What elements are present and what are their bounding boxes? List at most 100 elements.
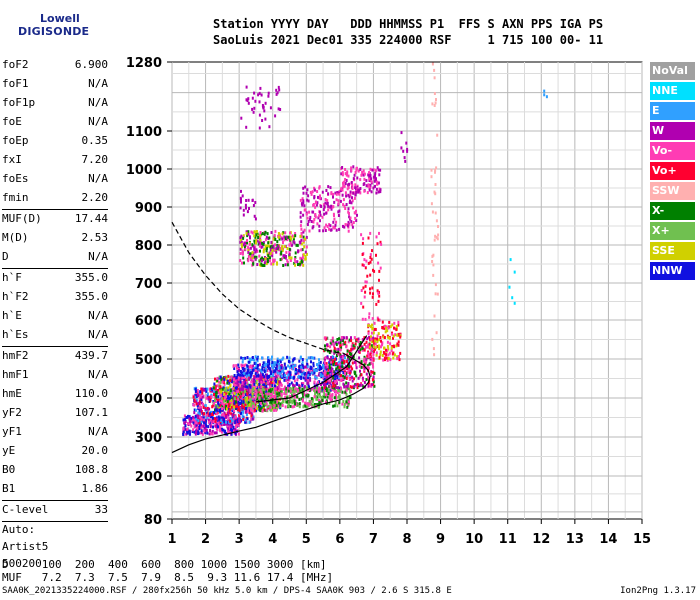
echo-point — [289, 404, 292, 408]
echo-point — [338, 362, 341, 366]
echo-point — [289, 366, 292, 370]
echo-point — [272, 387, 275, 391]
echo-point — [307, 356, 310, 360]
echo-point — [318, 214, 321, 218]
echo-point — [236, 380, 239, 384]
echo-point — [431, 62, 434, 66]
echo-point — [325, 365, 328, 369]
param-value: N/A — [88, 115, 108, 128]
echo-point — [237, 419, 240, 423]
echo-point — [368, 171, 370, 175]
echo-point — [365, 259, 368, 263]
echo-point — [513, 270, 516, 274]
echo-point — [367, 183, 370, 187]
echo-point — [245, 231, 248, 235]
echo-point — [300, 242, 303, 246]
echo-point — [330, 191, 333, 195]
echo-point — [352, 206, 355, 210]
echo-point — [295, 382, 298, 386]
echo-point — [379, 168, 382, 172]
echo-point — [362, 286, 365, 290]
header-line2: SaoLuis 2021 Dec01 335 224000 RSF 1 715 … — [213, 33, 604, 47]
echo-point — [230, 432, 233, 436]
echo-point — [283, 366, 286, 370]
echo-point — [204, 419, 207, 423]
echo-point — [217, 380, 220, 384]
echo-point — [262, 106, 265, 110]
echo-point — [329, 366, 331, 370]
echo-point — [249, 398, 252, 402]
echo-point — [333, 386, 336, 390]
echo-point — [305, 245, 308, 249]
echo-point — [207, 418, 210, 422]
echo-point — [400, 146, 403, 150]
echo-point — [307, 220, 310, 223]
echo-point — [241, 381, 244, 385]
echo-point — [332, 376, 335, 380]
echo-point — [251, 394, 254, 398]
echo-point — [294, 369, 297, 373]
echo-point — [369, 384, 372, 387]
echo-point — [192, 395, 195, 399]
echo-point — [235, 376, 238, 379]
echo-point — [305, 191, 308, 195]
echo-point — [365, 378, 368, 382]
echo-point — [293, 379, 296, 383]
echo-point — [275, 361, 278, 365]
echo-point — [189, 419, 192, 423]
echo-point — [263, 388, 266, 392]
echo-point — [432, 273, 435, 277]
echo-point — [324, 363, 327, 367]
echo-point — [296, 378, 299, 382]
echo-point — [265, 262, 268, 266]
echo-point — [256, 397, 259, 401]
echo-point — [245, 413, 248, 416]
param-row: foF2 6.900 — [2, 56, 108, 75]
echo-point — [244, 407, 246, 411]
param-label: foEp — [2, 134, 29, 147]
echo-point — [269, 381, 272, 385]
echo-point — [227, 419, 230, 422]
echo-point — [282, 254, 285, 258]
x-tick-label: 14 — [599, 532, 617, 547]
echo-point — [239, 373, 242, 377]
y-tick-label: 1280 — [126, 56, 162, 71]
echo-point — [289, 376, 292, 380]
echo-point — [244, 363, 247, 367]
echo-point — [268, 362, 271, 366]
echo-point — [273, 248, 276, 252]
echo-point — [272, 377, 275, 380]
echo-point — [243, 383, 246, 387]
echo-point — [232, 407, 235, 411]
echo-point — [337, 352, 340, 356]
echo-point — [264, 230, 267, 234]
echo-point — [288, 250, 291, 254]
echo-point — [246, 99, 249, 102]
x-tick-label: 4 — [268, 532, 277, 547]
echo-point — [256, 357, 259, 361]
echo-point — [244, 403, 247, 407]
echo-point — [304, 401, 307, 405]
echo-point — [348, 387, 351, 391]
echo-point — [330, 228, 333, 232]
echo-point — [196, 426, 198, 430]
echo-point — [201, 387, 204, 391]
echo-point — [221, 407, 224, 411]
echo-point — [372, 345, 375, 349]
echo-point — [285, 392, 288, 396]
echo-point — [229, 383, 232, 387]
echo-point — [220, 423, 223, 427]
echo-point — [344, 207, 347, 210]
echo-point — [262, 387, 265, 391]
echo-point — [303, 404, 306, 408]
echo-point — [324, 389, 326, 393]
echo-point — [192, 420, 195, 424]
echo-point — [261, 119, 264, 122]
echo-point — [269, 378, 272, 381]
echo-point — [204, 387, 207, 391]
echo-point — [245, 125, 248, 129]
echo-point — [219, 399, 222, 403]
echo-point — [350, 365, 353, 369]
echo-point — [370, 331, 373, 335]
param-row: foF1 N/A — [2, 75, 108, 94]
